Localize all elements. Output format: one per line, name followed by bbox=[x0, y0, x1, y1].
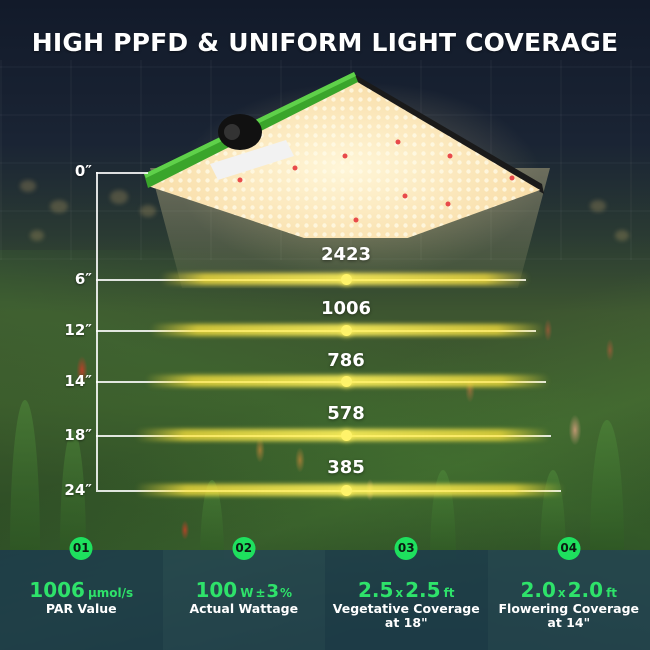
metric-unit: ft bbox=[606, 586, 618, 600]
metric-plus-minus: ± bbox=[255, 586, 266, 600]
led-grow-light-icon bbox=[144, 72, 544, 238]
ppfd-value-18: 578 bbox=[327, 403, 365, 424]
bokeh-light bbox=[140, 205, 156, 217]
feature-badge: 04 bbox=[557, 537, 581, 560]
ppfd-dot-12 bbox=[341, 325, 352, 336]
ppfd-dot-24 bbox=[341, 485, 352, 496]
feature-caption: Actual Wattage bbox=[189, 601, 299, 616]
ppfd-dot-18 bbox=[341, 430, 352, 441]
bokeh-light bbox=[590, 200, 606, 212]
feature-metric: 1006 μmol/s bbox=[0, 578, 163, 602]
caption-line-1: Vegetative Coverage bbox=[332, 601, 480, 616]
tick-label-24: 24″ bbox=[64, 481, 92, 499]
ppfd-value-14: 786 bbox=[327, 350, 365, 371]
tick-label-12: 12″ bbox=[64, 321, 92, 339]
metric-unit: W bbox=[240, 586, 254, 600]
tick-label-18: 18″ bbox=[64, 426, 92, 444]
tick-label-0: 0″ bbox=[74, 162, 92, 180]
feature-caption: Flowering Coverage at 14" bbox=[488, 602, 650, 630]
ppfd-value-6: 2423 bbox=[320, 244, 372, 265]
metric-unit: ft bbox=[443, 586, 455, 600]
feature-flowering-coverage: 04 2.0 x 2.0 ft Flowering Coverage at 14" bbox=[487, 537, 650, 650]
feature-badge: 02 bbox=[232, 537, 256, 560]
metric-times: x bbox=[557, 586, 566, 600]
ppfd-dot-6 bbox=[341, 274, 352, 285]
metric-times: x bbox=[395, 586, 404, 600]
feature-metric: 2.5 x 2.5 ft bbox=[325, 578, 488, 602]
feature-actual-wattage: 02 100 W ±3% Actual Wattage bbox=[162, 537, 326, 650]
ppfd-dot-14 bbox=[341, 376, 352, 387]
caption-line-2: at 14" bbox=[547, 615, 591, 630]
tick-label-14: 14″ bbox=[64, 372, 92, 390]
feature-metric: 2.0 x 2.0 ft bbox=[488, 578, 650, 602]
feature-metric: 100 W ±3% bbox=[163, 578, 326, 602]
bokeh-light bbox=[50, 200, 68, 213]
tick-label-6: 6″ bbox=[74, 270, 92, 288]
feature-badge: 01 bbox=[69, 537, 93, 560]
feature-par-value: 01 1006 μmol/s PAR Value bbox=[0, 537, 163, 650]
caption-line-2: at 18" bbox=[384, 615, 428, 630]
features-panel: 01 1006 μmol/s PAR Value 02 100 W ±3% Actua… bbox=[0, 537, 650, 650]
metric-tolerance-unit: % bbox=[280, 586, 293, 600]
tick-line-0 bbox=[96, 172, 148, 174]
caption-line-1: Flowering Coverage bbox=[498, 601, 640, 616]
metric-unit: μmol/s bbox=[87, 586, 134, 600]
bokeh-light bbox=[615, 230, 629, 241]
bokeh-light bbox=[30, 230, 44, 241]
feature-badge: 03 bbox=[394, 537, 418, 560]
page-title: HIGH PPFD & UNIFORM LIGHT COVERAGE bbox=[31, 28, 619, 57]
metric-value: 1006 bbox=[29, 578, 85, 602]
bokeh-light bbox=[110, 190, 128, 204]
metric-value-b: 2.5 bbox=[405, 578, 441, 602]
feature-caption: Vegetative Coverage at 18" bbox=[325, 602, 488, 630]
metric-value-a: 2.5 bbox=[357, 578, 394, 602]
feature-vegetative-coverage: 03 2.5 x 2.5 ft Vegetative Coverage at 18" bbox=[325, 537, 488, 650]
ppfd-value-12: 1006 bbox=[320, 298, 372, 319]
metric-value: 100 bbox=[195, 578, 238, 602]
metric-value-a: 2.0 bbox=[520, 578, 556, 602]
feature-caption: PAR Value bbox=[45, 601, 117, 616]
metric-value-b: 2.0 bbox=[567, 578, 604, 602]
bokeh-light bbox=[20, 180, 36, 192]
metric-tolerance: 3 bbox=[266, 581, 280, 602]
ppfd-value-24: 385 bbox=[327, 457, 365, 478]
